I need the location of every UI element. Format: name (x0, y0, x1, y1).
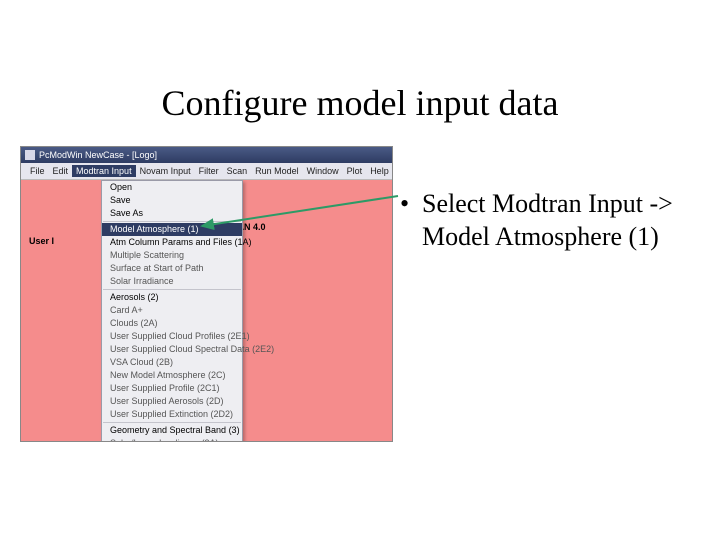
menu-item: VSA Cloud (2B) (102, 356, 242, 369)
dropdown-menu[interactable]: OpenSaveSave As Model Atmosphere (1)Atm C… (101, 180, 243, 442)
menu-item: Multiple Scattering (102, 249, 242, 262)
menu-item[interactable]: Geometry and Spectral Band (3) (102, 424, 242, 437)
bullet-marker: • (400, 188, 422, 253)
page-title: Configure model input data (0, 82, 720, 124)
body-text-left: User I (29, 236, 54, 246)
app-icon (25, 150, 35, 160)
menu-item[interactable]: Save (102, 194, 242, 207)
menu-item-scan[interactable]: Scan (223, 166, 252, 176)
menu-item[interactable]: Aerosols (2) (102, 291, 242, 304)
menu-item-novam-input[interactable]: Novam Input (136, 166, 195, 176)
menu-item: Surface at Start of Path (102, 262, 242, 275)
app-body: User I RAN 4.0 01 OpenSaveSave AsModel A… (21, 180, 392, 442)
window-title: PcModWin NewCase - [Logo] (39, 150, 157, 160)
menu-item-file[interactable]: File (26, 166, 49, 176)
app-window: PcModWin NewCase - [Logo] FileEditModtra… (20, 146, 393, 442)
bullet-list: • Select Modtran Input -> Model Atmosphe… (400, 188, 700, 253)
menu-item: User Supplied Profile (2C1) (102, 382, 242, 395)
menu-item-filter[interactable]: Filter (195, 166, 223, 176)
menu-item[interactable]: Model Atmosphere (1) (102, 223, 242, 236)
menu-item: User Supplied Aerosols (2D) (102, 395, 242, 408)
menu-item: Card A+ (102, 304, 242, 317)
menu-item[interactable]: Atm Column Params and Files (1A) (102, 236, 242, 249)
bullet-text: Select Modtran Input -> Model Atmosphere… (422, 188, 700, 253)
menu-item-window[interactable]: Window (303, 166, 343, 176)
menu-item-help[interactable]: Help (366, 166, 393, 176)
slide: Configure model input data • Select Modt… (0, 0, 720, 540)
menu-item[interactable]: Save As (102, 207, 242, 220)
menu-item: User Supplied Extinction (2D2) (102, 408, 242, 421)
menu-separator (103, 422, 241, 423)
menu-separator (103, 221, 241, 222)
menu-item: User Supplied Cloud Profiles (2E1) (102, 330, 242, 343)
bullet-item: • Select Modtran Input -> Model Atmosphe… (400, 188, 700, 253)
menu-item-edit[interactable]: Edit (49, 166, 73, 176)
menubar[interactable]: FileEditModtran InputNovam InputFilterSc… (21, 163, 392, 180)
menu-item: Clouds (2A) (102, 317, 242, 330)
menu-item: User Supplied Cloud Spectral Data (2E2) (102, 343, 242, 356)
menu-item-plot[interactable]: Plot (343, 166, 367, 176)
menu-item-modtran-input[interactable]: Modtran Input (72, 165, 136, 177)
menu-item: New Model Atmosphere (2C) (102, 369, 242, 382)
menu-item[interactable]: Open (102, 181, 242, 194)
menu-item: Solar Irradiance (102, 275, 242, 288)
menu-separator (103, 289, 241, 290)
window-titlebar[interactable]: PcModWin NewCase - [Logo] (21, 147, 392, 163)
menu-item-run-model[interactable]: Run Model (251, 166, 303, 176)
menu-item: Solar/Lunar Irradiance (3A) (102, 437, 242, 442)
